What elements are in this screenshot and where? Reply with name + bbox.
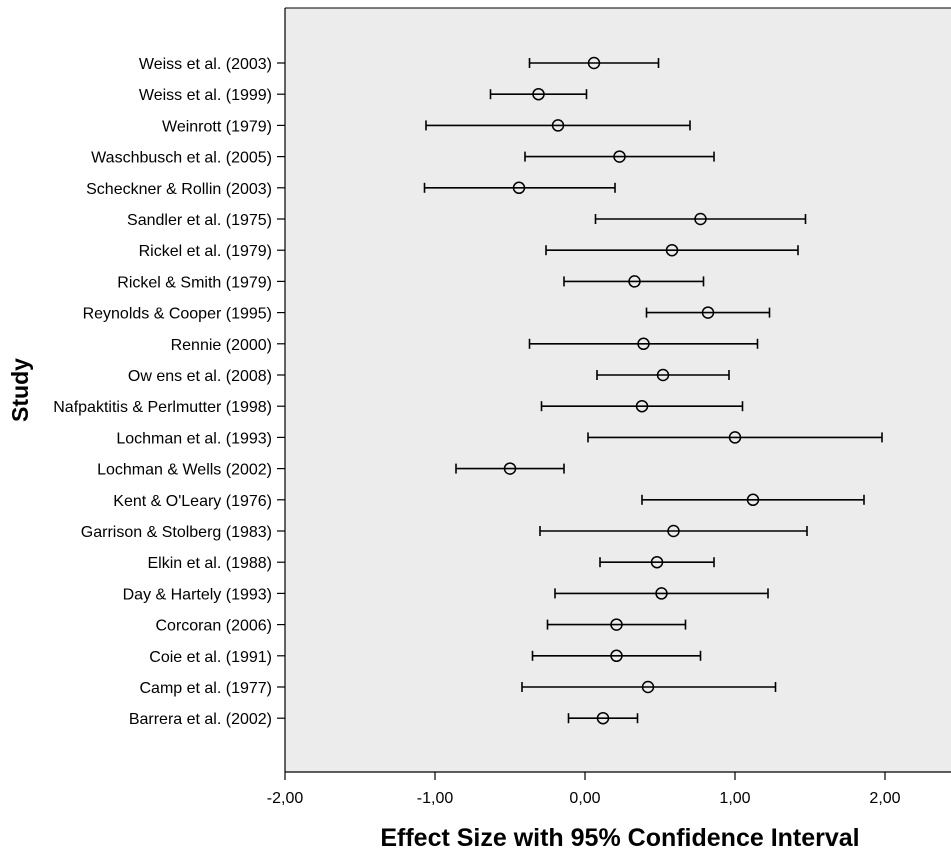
study-row: Corcoran (2006): [156, 618, 687, 635]
effect-point: [551, 119, 565, 132]
study-label: Coie et al. (1991): [149, 649, 272, 666]
x-axis-title: Effect Size with 95% Confidence Interval: [380, 824, 859, 852]
study-row: Rennie (2000): [171, 337, 759, 354]
study-row: Camp et al. (1977): [139, 680, 777, 697]
effect-point: [650, 555, 664, 569]
study-label: Day & Hartely (1993): [123, 586, 272, 603]
effect-point: [587, 56, 601, 70]
effect-point: [701, 306, 715, 319]
y-axis-title: Study: [7, 358, 33, 422]
study-label: Rennie (2000): [171, 337, 272, 354]
study-row: Day & Hartely (1993): [123, 586, 769, 603]
effect-point: [610, 649, 623, 663]
study-row: Rickel & Smith (1979): [117, 274, 705, 291]
study-label: Weiss et al. (1999): [139, 87, 272, 104]
effect-point: [746, 493, 760, 507]
effect-point: [655, 587, 668, 600]
x-tick-label: 2,00: [869, 790, 900, 807]
effect-point: [610, 618, 623, 631]
study-label: Lochman & Wells (2002): [97, 462, 272, 479]
study-row: Weinrott (1979): [162, 118, 691, 135]
study-row: Scheckner & Rollin (2003): [86, 181, 616, 198]
study-row: Lochman et al. (1993): [116, 430, 883, 447]
effect-point: [641, 680, 655, 694]
study-label: Garrison & Stolberg (1983): [81, 524, 272, 541]
study-label: Barrera et al. (2002): [129, 711, 272, 728]
effect-point: [665, 243, 679, 257]
study-row: Garrison & Stolberg (1983): [81, 524, 808, 541]
study-label: Reynolds & Cooper (1995): [83, 306, 272, 323]
studies-layer: Weiss et al. (2003) Weiss et al. (1999) We…: [53, 56, 883, 728]
x-ticks-layer: -2,00 -1,00 0,00 1,00 2,00: [267, 772, 901, 807]
study-row: Weiss et al. (2003): [139, 56, 660, 73]
study-row: Reynolds & Cooper (1995): [83, 306, 771, 323]
study-row: Coie et al. (1991): [149, 649, 702, 666]
study-row: Nafpaktitis & Perlmutter (1998): [53, 399, 744, 416]
x-tick-label: -1,00: [417, 790, 454, 807]
effect-point: [656, 368, 670, 382]
effect-point: [628, 275, 641, 288]
effect-point: [635, 399, 649, 413]
effect-point: [667, 524, 680, 538]
study-row: Waschbusch et al. (2005): [91, 150, 715, 167]
study-row: Rickel et al. (1979): [139, 243, 799, 260]
study-label: Nafpaktitis & Perlmutter (1998): [53, 399, 272, 416]
x-tick-label: -2,00: [267, 790, 304, 807]
study-row: Sandler et al. (1975): [127, 212, 807, 229]
x-tick-label: 1,00: [719, 790, 750, 807]
study-label: Corcoran (2006): [156, 618, 273, 635]
effect-point: [596, 711, 610, 725]
study-label: Ow ens et al. (2008): [128, 368, 272, 385]
study-row: Barrera et al. (2002): [129, 711, 639, 728]
study-label: Sandler et al. (1975): [127, 212, 272, 229]
study-row: Weiss et al. (1999): [139, 87, 588, 104]
study-label: Weiss et al. (2003): [139, 56, 272, 73]
effect-point: [503, 462, 517, 475]
study-row: Ow ens et al. (2008): [128, 368, 730, 385]
study-row: Elkin et al. (1988): [147, 555, 715, 572]
x-tick-label: 0,00: [569, 790, 600, 807]
study-label: Kent & O'Leary (1976): [113, 493, 272, 510]
effect-point: [728, 431, 742, 444]
effect-point: [613, 150, 626, 163]
study-row: Kent & O'Leary (1976): [113, 493, 865, 510]
study-label: Weinrott (1979): [162, 118, 272, 135]
effect-point: [637, 337, 650, 351]
plot-area: [285, 8, 951, 772]
study-label: Rickel et al. (1979): [139, 243, 272, 260]
effect-point: [512, 181, 526, 195]
study-row: Lochman & Wells (2002): [97, 462, 565, 479]
study-label: Waschbusch et al. (2005): [91, 150, 272, 167]
effect-point: [694, 212, 707, 226]
study-label: Rickel & Smith (1979): [117, 274, 272, 291]
study-label: Camp et al. (1977): [139, 680, 272, 697]
study-label: Elkin et al. (1988): [147, 555, 272, 572]
effect-point: [532, 87, 545, 101]
study-label: Lochman et al. (1993): [116, 430, 272, 447]
study-label: Scheckner & Rollin (2003): [86, 181, 272, 198]
